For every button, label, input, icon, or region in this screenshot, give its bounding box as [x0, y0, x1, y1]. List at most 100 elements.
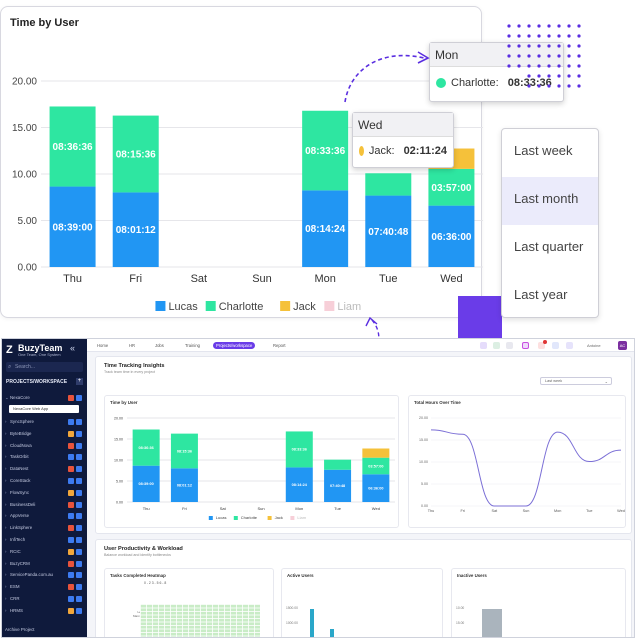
- project-action-icon[interactable]: [76, 395, 82, 401]
- chat-icon[interactable]: [493, 342, 500, 349]
- project-status-icon[interactable]: [68, 442, 74, 449]
- sidebar-item-servicepanda-com-au[interactable]: › ServicePanda.com.au: [5, 571, 85, 579]
- project-status-icon[interactable]: [68, 501, 74, 508]
- bar-lucas[interactable]: [170, 468, 198, 502]
- project-status-icon[interactable]: [68, 454, 74, 461]
- range-option-last-week[interactable]: Last week: [514, 143, 573, 158]
- sidebar-item-taskorbit[interactable]: › TaskOrbit: [5, 453, 85, 461]
- bar-charlotte[interactable]: [49, 106, 96, 187]
- sidebar-item-buzycrm[interactable]: › BuzyCRM: [5, 560, 85, 568]
- project-action-icon[interactable]: [76, 607, 82, 614]
- bar-lucas[interactable]: [362, 474, 390, 502]
- project-status-icon[interactable]: [68, 584, 74, 591]
- project-status-icon[interactable]: [68, 419, 74, 425]
- project-action-icon[interactable]: [76, 596, 82, 602]
- bar-charlotte[interactable]: [428, 168, 475, 206]
- range-option-last-quarter[interactable]: Last quarter: [514, 239, 584, 254]
- project-status-icon[interactable]: [68, 537, 74, 543]
- sidebar-item-hrms[interactable]: › HRMS: [5, 607, 85, 615]
- avatar[interactable]: AC: [618, 341, 627, 350]
- project-status-icon[interactable]: [68, 466, 74, 473]
- bar-lucas[interactable]: [285, 467, 313, 502]
- legend-label[interactable]: Liam: [337, 301, 361, 313]
- bar-charlotte[interactable]: [324, 459, 352, 470]
- project-action-icon[interactable]: [76, 572, 82, 579]
- team-icon[interactable]: [480, 342, 487, 349]
- bar-lucas[interactable]: [112, 192, 159, 267]
- nav-projects-workspace[interactable]: Projects/workspace: [213, 342, 256, 349]
- project-status-icon[interactable]: [68, 513, 74, 520]
- bar-lucas[interactable]: [428, 205, 475, 267]
- user-name[interactable]: Antoine: [587, 343, 601, 348]
- legend-label[interactable]: Lucas: [216, 515, 227, 520]
- project-action-icon[interactable]: [76, 419, 82, 425]
- sidebar-search-input[interactable]: ⌕ Search...: [6, 362, 83, 372]
- legend-label[interactable]: Charlotte: [241, 515, 258, 520]
- project-action-icon[interactable]: [76, 442, 82, 449]
- project-status-icon[interactable]: [68, 525, 74, 532]
- sidebar-item-crr[interactable]: › CRR: [5, 595, 85, 603]
- legend-label[interactable]: Jack: [293, 301, 316, 313]
- add-project-button[interactable]: +: [76, 378, 83, 385]
- project-status-icon[interactable]: [68, 395, 74, 401]
- project-action-icon[interactable]: [76, 501, 82, 508]
- mail-icon[interactable]: [552, 342, 559, 349]
- project-action-icon[interactable]: [76, 478, 82, 484]
- project-action-icon[interactable]: [76, 525, 82, 532]
- bar-charlotte[interactable]: [302, 110, 349, 191]
- legend-label[interactable]: Charlotte: [219, 301, 264, 313]
- bar-charlotte[interactable]: [170, 433, 198, 469]
- sidebar-subitem-nexacore-web-app[interactable]: NexaCore Web App: [9, 405, 79, 413]
- bar-lucas[interactable]: [324, 469, 352, 502]
- nav-jobs[interactable]: Jobs: [155, 342, 164, 349]
- range-select[interactable]: Last week ⌄: [540, 377, 612, 385]
- bar-charlotte[interactable]: [362, 457, 390, 475]
- sidebar-item-infitech[interactable]: › InfiTech: [5, 536, 85, 544]
- sidebar-item-flowsync[interactable]: › FlowSync: [5, 489, 85, 497]
- nav-home[interactable]: Home: [97, 342, 108, 349]
- nav-hr[interactable]: HR: [129, 342, 135, 349]
- project-status-icon[interactable]: [68, 430, 74, 437]
- sidebar-item-syncsphere[interactable]: › SyncSphere: [5, 418, 85, 426]
- nav-training[interactable]: Training: [185, 342, 200, 349]
- sidebar-item-cloudnova[interactable]: › CloudNova: [5, 442, 85, 450]
- project-action-icon[interactable]: [76, 584, 82, 591]
- project-action-icon[interactable]: [76, 513, 82, 520]
- legend-label[interactable]: Jack: [275, 515, 283, 520]
- project-status-icon[interactable]: [68, 607, 74, 614]
- project-status-icon[interactable]: [68, 489, 74, 496]
- calendar-icon[interactable]: [522, 342, 529, 349]
- sidebar-item-appverse[interactable]: › AppVerse: [5, 512, 85, 520]
- bar-lucas[interactable]: [49, 186, 96, 267]
- project-action-icon[interactable]: [76, 537, 82, 543]
- archive-project-link[interactable]: Archive Project: [5, 627, 35, 632]
- bar-lucas[interactable]: [302, 190, 349, 267]
- range-option-last-month[interactable]: Last month: [502, 177, 598, 225]
- bar-charlotte[interactable]: [112, 115, 159, 193]
- help-icon[interactable]: [506, 342, 513, 349]
- sidebar-item-businessdeli[interactable]: › BusinessDeli: [5, 501, 85, 509]
- sidebar-item-nexacore[interactable]: ⌄NexaCore: [5, 394, 85, 402]
- project-action-icon[interactable]: [76, 430, 82, 437]
- collapse-sidebar-icon[interactable]: «: [70, 343, 76, 353]
- apps-icon[interactable]: [566, 342, 573, 349]
- range-option-last-year[interactable]: Last year: [514, 287, 568, 302]
- project-action-icon[interactable]: [76, 489, 82, 496]
- legend-label[interactable]: Liam: [297, 515, 306, 520]
- nav-report[interactable]: Report: [273, 342, 286, 349]
- sidebar-item-linksphere[interactable]: › LinkSphere: [5, 524, 85, 532]
- sidebar-item-rcic[interactable]: › RCIC: [5, 548, 85, 556]
- bar-lucas[interactable]: [365, 195, 412, 267]
- sidebar-item-datanest[interactable]: › DataNest: [5, 465, 85, 473]
- notification-icon[interactable]: [538, 342, 545, 349]
- bar-charlotte[interactable]: [285, 431, 313, 468]
- project-status-icon[interactable]: [68, 596, 74, 602]
- project-status-icon[interactable]: [68, 548, 74, 555]
- bar-jack[interactable]: [362, 448, 390, 458]
- legend-label[interactable]: Lucas: [168, 301, 198, 313]
- project-action-icon[interactable]: [76, 466, 82, 473]
- project-action-icon[interactable]: [76, 560, 82, 567]
- sidebar-item-esm[interactable]: › ESM: [5, 583, 85, 591]
- project-action-icon[interactable]: [76, 548, 82, 555]
- project-status-icon[interactable]: [68, 572, 74, 579]
